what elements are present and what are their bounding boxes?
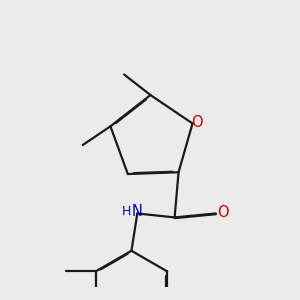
Text: O: O [217, 205, 229, 220]
Text: O: O [191, 115, 203, 130]
Text: N: N [132, 204, 143, 219]
Text: H: H [122, 205, 131, 218]
